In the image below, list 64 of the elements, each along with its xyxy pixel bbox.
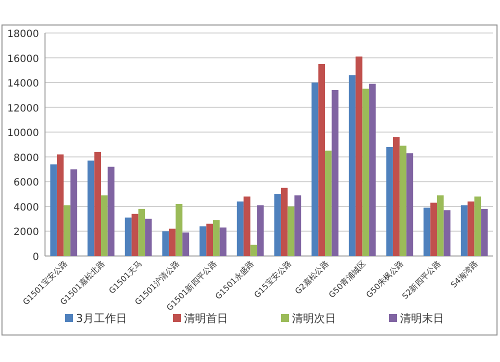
bar bbox=[168, 228, 176, 256]
bar bbox=[325, 150, 332, 256]
bar bbox=[132, 214, 138, 256]
bar bbox=[369, 84, 376, 256]
bar bbox=[274, 194, 281, 256]
y-tick-label: 16000 bbox=[7, 54, 39, 65]
bar bbox=[162, 231, 169, 256]
bar bbox=[386, 146, 393, 256]
bar bbox=[468, 201, 474, 256]
bar bbox=[312, 82, 318, 256]
bar bbox=[206, 224, 213, 256]
bar bbox=[200, 226, 206, 256]
bar bbox=[213, 220, 220, 256]
x-tick-label: S4海湾路 bbox=[449, 259, 480, 290]
bar bbox=[332, 90, 338, 256]
legend-label: 清明末日 bbox=[400, 312, 444, 325]
bar bbox=[474, 196, 482, 256]
bar bbox=[257, 205, 264, 256]
y-tick-label: 10000 bbox=[7, 128, 39, 140]
y-tick-label: 12000 bbox=[7, 103, 39, 114]
bar bbox=[176, 204, 182, 256]
y-tick-label: 8000 bbox=[14, 152, 39, 164]
bar bbox=[444, 210, 450, 256]
x-tick-label: G2嘉松公路 bbox=[293, 259, 330, 296]
bar bbox=[362, 88, 370, 256]
bar bbox=[145, 218, 152, 256]
y-tick-label: 6000 bbox=[14, 178, 39, 189]
bar bbox=[56, 154, 64, 256]
bar bbox=[124, 218, 132, 256]
bar bbox=[280, 188, 288, 256]
bar bbox=[220, 228, 226, 256]
bar bbox=[244, 196, 250, 256]
bar bbox=[430, 202, 437, 256]
bar bbox=[236, 201, 244, 256]
bar bbox=[94, 152, 101, 256]
bar bbox=[400, 146, 406, 256]
y-tick-label: 18000 bbox=[7, 29, 39, 40]
bar bbox=[356, 56, 362, 256]
bar bbox=[50, 164, 57, 256]
bar bbox=[88, 160, 94, 256]
bar bbox=[250, 244, 258, 256]
bar bbox=[460, 205, 468, 256]
bar bbox=[348, 75, 356, 256]
bar bbox=[138, 208, 146, 256]
bar bbox=[70, 169, 78, 256]
y-tick-label: 2000 bbox=[14, 227, 39, 238]
legend-label: 清明首日 bbox=[184, 312, 228, 325]
bar bbox=[424, 208, 430, 256]
bar bbox=[101, 195, 108, 256]
bar bbox=[64, 205, 70, 256]
bar bbox=[288, 206, 294, 256]
legend-label: 清明次日 bbox=[292, 312, 336, 325]
bar bbox=[182, 232, 190, 256]
y-tick-label: 4000 bbox=[14, 202, 39, 214]
y-tick-label: 0 bbox=[32, 252, 39, 263]
bar bbox=[437, 195, 444, 256]
y-tick-label: 14000 bbox=[7, 78, 39, 90]
bar bbox=[318, 64, 325, 256]
bar bbox=[294, 195, 302, 256]
legend-label: 3月工作日 bbox=[76, 312, 127, 325]
bar bbox=[392, 137, 400, 256]
bar bbox=[108, 166, 114, 256]
bar bbox=[481, 208, 488, 256]
bar bbox=[406, 153, 414, 256]
